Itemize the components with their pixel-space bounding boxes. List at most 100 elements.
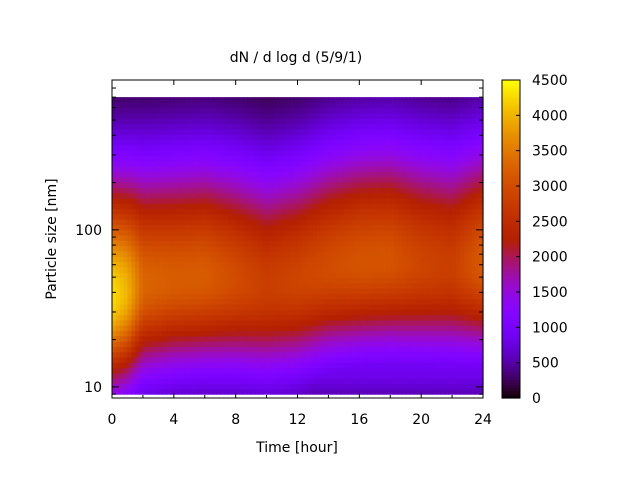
- heatmap-cell: [405, 197, 411, 204]
- heatmap-cell: [452, 309, 457, 316]
- heatmap-cell: [212, 341, 217, 347]
- heatmap-cell: [208, 123, 214, 130]
- heatmap-cell: [251, 128, 256, 135]
- heatmap-cell: [131, 213, 136, 220]
- heatmap-cell: [305, 383, 310, 390]
- heatmap-cell: [378, 144, 384, 151]
- heatmap-cell: [204, 298, 210, 305]
- heatmap-cell: [135, 224, 140, 231]
- heatmap-cell: [444, 181, 449, 188]
- heatmap-cell: [185, 282, 190, 289]
- heatmap-cell: [212, 123, 217, 130]
- heatmap-cell: [158, 155, 163, 162]
- heatmap-cell: [251, 197, 256, 204]
- heatmap-cell: [150, 245, 156, 252]
- heatmap-cell: [444, 160, 449, 167]
- heatmap-cell: [359, 113, 364, 119]
- heatmap-cell: [359, 319, 364, 326]
- heatmap-cell: [289, 166, 295, 172]
- heatmap-cell: [397, 235, 403, 241]
- heatmap-cell: [363, 160, 368, 167]
- heatmap-cell: [355, 372, 360, 379]
- heatmap-cell: [428, 139, 434, 146]
- heatmap-cell: [162, 288, 167, 294]
- heatmap-cell: [378, 303, 384, 310]
- heatmap-cell: [332, 150, 337, 157]
- heatmap-cell: [112, 288, 117, 294]
- heatmap-cell: [343, 261, 349, 268]
- heatmap-cell: [212, 155, 217, 162]
- heatmap-cell: [370, 319, 376, 326]
- heatmap-cell: [119, 372, 125, 379]
- heatmap-cell: [332, 134, 337, 141]
- heatmap-cell: [266, 113, 272, 119]
- heatmap-cell: [189, 213, 194, 220]
- heatmap-cell: [397, 102, 403, 109]
- heatmap-cell: [386, 144, 391, 151]
- heatmap-cell: [115, 346, 121, 353]
- heatmap-cell: [150, 351, 156, 358]
- heatmap-cell: [363, 187, 368, 194]
- heatmap-cell: [189, 134, 194, 141]
- heatmap-cell: [258, 144, 264, 151]
- heatmap-cell: [297, 107, 302, 114]
- heatmap-cell: [146, 150, 152, 157]
- heatmap-cell: [123, 134, 129, 141]
- heatmap-cell: [127, 219, 132, 226]
- heatmap-cell: [436, 240, 442, 247]
- heatmap-cell: [247, 197, 252, 204]
- heatmap-cell: [185, 219, 190, 226]
- heatmap-cell: [332, 171, 337, 178]
- heatmap-cell: [413, 250, 418, 257]
- heatmap-cell: [119, 378, 125, 385]
- heatmap-cell: [115, 187, 121, 194]
- heatmap-cell: [336, 197, 341, 204]
- heatmap-cell: [312, 250, 318, 257]
- heatmap-cell: [432, 176, 438, 183]
- heatmap-cell: [274, 187, 279, 194]
- heatmap-cell: [340, 272, 345, 279]
- heatmap-cell: [413, 288, 418, 294]
- heatmap-cell: [181, 309, 187, 316]
- heatmap-cell: [394, 309, 399, 316]
- heatmap-cell: [243, 107, 248, 114]
- heatmap-cell: [274, 303, 279, 310]
- heatmap-cell: [382, 282, 387, 289]
- heatmap-cell: [405, 97, 411, 104]
- heatmap-cell: [448, 166, 453, 172]
- heatmap-cell: [421, 219, 426, 226]
- heatmap-cell: [336, 282, 341, 289]
- heatmap-cell: [425, 197, 430, 204]
- heatmap-cell: [309, 134, 314, 141]
- heatmap-cell: [320, 171, 326, 178]
- heatmap-cell: [173, 293, 179, 300]
- heatmap-cell: [285, 341, 291, 347]
- heatmap-cell: [301, 240, 306, 247]
- heatmap-cell: [421, 356, 426, 363]
- heatmap-cell: [169, 123, 175, 130]
- heatmap-cell: [405, 123, 411, 130]
- heatmap-cell: [432, 367, 438, 374]
- heatmap-cell: [285, 272, 291, 279]
- heatmap-cell: [289, 102, 295, 109]
- heatmap-cell: [200, 150, 206, 157]
- heatmap-cell: [452, 383, 457, 390]
- heatmap-cell: [332, 256, 337, 263]
- heatmap-cell: [204, 176, 210, 183]
- heatmap-cell: [247, 150, 252, 157]
- heatmap-cell: [142, 298, 148, 305]
- heatmap-cell: [336, 139, 341, 146]
- heatmap-cell: [332, 341, 337, 347]
- heatmap-cell: [289, 208, 295, 215]
- heatmap-cell: [208, 235, 214, 241]
- heatmap-cell: [289, 219, 295, 226]
- heatmap-cell: [332, 139, 337, 146]
- heatmap-cell: [386, 176, 391, 183]
- heatmap-cell: [251, 240, 256, 247]
- heatmap-cell: [166, 203, 171, 210]
- heatmap-cell: [166, 335, 171, 342]
- heatmap-cell: [266, 224, 272, 231]
- heatmap-cell: [370, 113, 376, 119]
- heatmap-cell: [227, 261, 233, 268]
- heatmap-cell: [359, 128, 364, 135]
